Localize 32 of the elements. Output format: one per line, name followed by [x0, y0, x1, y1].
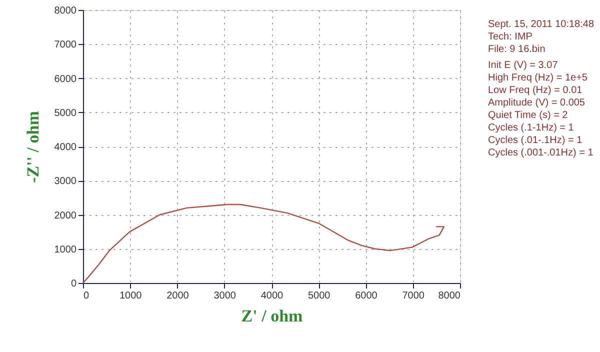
text: Tech: IMP [488, 32, 533, 42]
text: High Freq (Hz) = 1e+5 [488, 72, 588, 84]
x-tick-label: 4000 [260, 290, 284, 302]
text: Amplitude (V) = 0.005 [488, 98, 586, 108]
y-tick-label: 2000 [54, 210, 77, 222]
text: Cycles (.001-.01Hz) = 1 [488, 148, 594, 158]
x-tick-label: 3000 [214, 290, 236, 302]
x-tick-label: 7000 [402, 290, 425, 302]
text: Quiet Time (s) = 2 [488, 110, 568, 121]
text: File: 9 16.bin [488, 44, 546, 55]
text: Cycles (.01-.1Hz) = 1 [488, 135, 583, 146]
y-tick-label: 5000 [54, 108, 77, 119]
x-tick-label: 5000 [308, 290, 331, 302]
text: Cycles (.1-1Hz) = 1 [488, 122, 574, 134]
y-tick-label: 0 [70, 278, 77, 290]
x-tick-label: 1000 [120, 290, 142, 302]
y-tick-label: 8000 [54, 6, 77, 16]
text: Sept. 15, 2011 10:18:48 [488, 19, 594, 30]
x-tick-label: 6000 [355, 290, 378, 302]
line-series [82, 204, 445, 284]
x-tick-label: 2000 [166, 290, 190, 302]
y-tick-label: 4000 [54, 142, 77, 153]
y-tick-label: 7000 [54, 40, 77, 51]
text: Init E (V) = 3.07 [488, 60, 558, 71]
x-axis-title: Z' / ohm [241, 306, 303, 326]
y-tick-label: 3000 [54, 176, 77, 188]
x-tick-label: 0 [84, 290, 90, 302]
text: Low Freq (Hz) = 0.01 [488, 85, 583, 96]
y-axis-title: -Z'' / ohm [23, 111, 42, 183]
x-tick-label: 8000 [438, 290, 461, 302]
y-tick-label: 6000 [54, 74, 77, 85]
y-tick-label: 1000 [54, 244, 77, 256]
